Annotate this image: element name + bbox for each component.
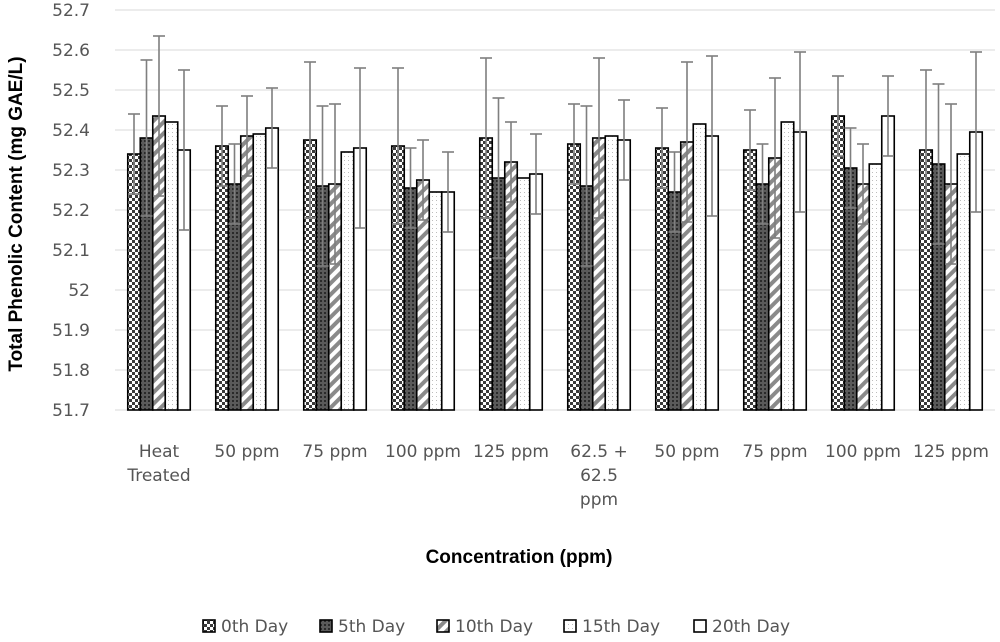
x-axis-title: Concentration (ppm) [426,547,613,568]
bar-20th-day [880,115,896,411]
x-category-label: 62.5 [580,466,618,486]
bar-15th-day [516,177,531,411]
x-category-label: 50 ppm [654,442,719,462]
bar-10th-day [239,135,255,411]
y-tick-label: 52 [68,281,90,301]
bar-15th-day [780,121,795,411]
y-tick-label: 52.1 [52,241,90,261]
bar-0th-day [830,115,846,411]
legend-label: 5th Day [338,617,405,637]
y-tick-label: 51.7 [52,401,90,421]
bar-20th-day [264,127,280,411]
y-axis-title: Total Phenolic Content (mg GAE/L) [6,56,27,371]
bar-15th-day [164,121,179,411]
error-bars [128,35,982,267]
y-tick-label: 52.4 [52,121,90,141]
x-category-label: 125 ppm [913,442,989,462]
bars [126,115,984,411]
x-category-label: 75 ppm [302,442,367,462]
legend-swatch [563,619,577,633]
y-axis-tick-labels: 51.7 51.8 51.9 52 52.1 52.2 52.3 52.4 52.5 52.6 52… [52,1,90,421]
bar-15th-day [604,135,619,411]
legend-label: 0th Day [221,617,288,637]
x-category-label: 50 ppm [214,442,279,462]
legend: 0th Day 5th Day 10th Day 15th Day 20th Day [202,617,790,637]
y-tick-label: 52.6 [52,41,90,61]
legend-label: 20th Day [712,617,790,637]
bar-15th-day [340,151,355,411]
legend-swatch [202,619,216,633]
y-tick-label: 52.3 [52,161,90,181]
x-category-label: ppm [580,490,618,510]
y-tick-label: 52.7 [52,1,90,21]
x-category-label: 125 ppm [473,442,549,462]
x-category-label: Heat [139,442,180,462]
legend-swatch [693,619,707,633]
legend-swatch [319,619,333,633]
x-axis-category-labels: Heat Treated 50 ppm 75 ppm 100 ppm 125 ppm 62.… [126,442,989,510]
legend-label: 10th Day [455,617,533,637]
x-category-label: 62.5 + [570,442,628,462]
bar-15th-day [868,163,883,411]
bar-15th-day [252,133,267,411]
y-tick-label: 51.9 [52,321,90,341]
y-tick-label: 51.8 [52,361,90,381]
x-category-label: 75 ppm [742,442,807,462]
bar-15th-day [428,191,443,411]
x-category-label: Treated [126,466,190,486]
bar-15th-day [692,123,707,411]
legend-swatch [436,619,450,633]
x-category-label: 100 ppm [825,442,901,462]
y-tick-label: 52.5 [52,81,90,101]
x-category-label: 100 ppm [385,442,461,462]
legend-label: 15th Day [582,617,660,637]
bar-15th-day [956,153,971,411]
y-tick-label: 52.2 [52,201,90,221]
